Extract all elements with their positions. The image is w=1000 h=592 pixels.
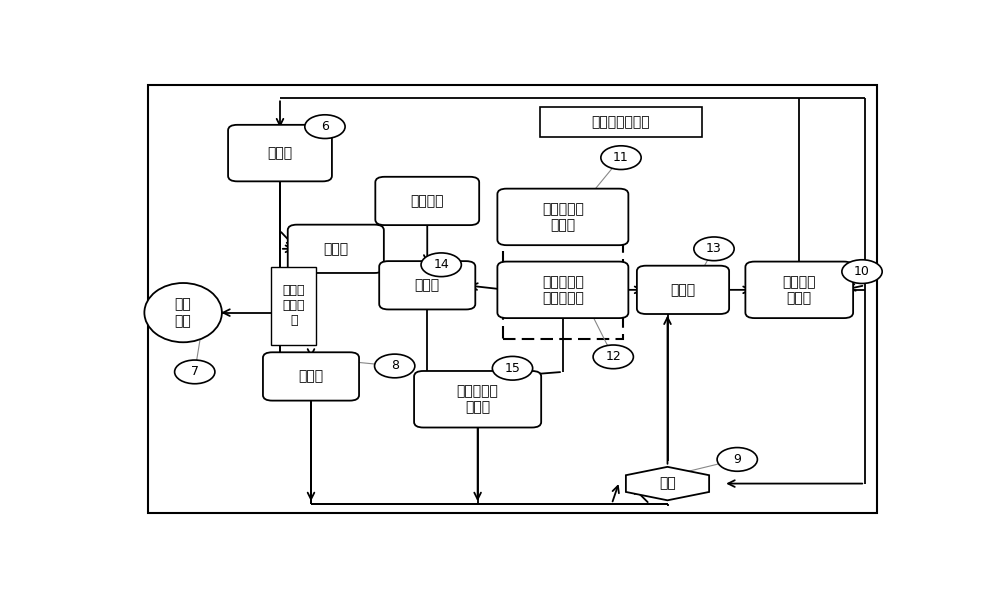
Text: 15: 15 bbox=[505, 362, 520, 375]
FancyBboxPatch shape bbox=[745, 262, 853, 318]
Text: 水泵: 水泵 bbox=[659, 477, 676, 491]
Text: 发动机: 发动机 bbox=[267, 146, 293, 160]
Circle shape bbox=[601, 146, 641, 169]
Text: 发动机舱热
量回收单元: 发动机舱热 量回收单元 bbox=[542, 275, 584, 305]
Text: 10: 10 bbox=[854, 265, 870, 278]
Text: 7: 7 bbox=[191, 365, 199, 378]
Circle shape bbox=[421, 253, 461, 276]
Text: 14: 14 bbox=[433, 258, 449, 271]
FancyBboxPatch shape bbox=[263, 352, 359, 401]
Circle shape bbox=[842, 260, 882, 284]
Text: 膨胀
水壶: 膨胀 水壶 bbox=[175, 298, 192, 328]
Ellipse shape bbox=[144, 283, 222, 342]
Text: 12: 12 bbox=[605, 350, 621, 363]
Text: 6: 6 bbox=[321, 120, 329, 133]
FancyBboxPatch shape bbox=[497, 262, 628, 318]
Text: 13: 13 bbox=[706, 242, 722, 255]
Circle shape bbox=[694, 237, 734, 260]
FancyBboxPatch shape bbox=[228, 125, 332, 181]
Circle shape bbox=[717, 448, 757, 471]
Text: 暖风系统热
交换器: 暖风系统热 交换器 bbox=[457, 384, 499, 414]
Circle shape bbox=[375, 354, 415, 378]
Circle shape bbox=[492, 356, 533, 380]
Circle shape bbox=[305, 115, 345, 139]
Text: 11: 11 bbox=[613, 151, 629, 164]
Text: 帕尔贴热交
换模块: 帕尔贴热交 换模块 bbox=[542, 202, 584, 232]
Text: 用户指令: 用户指令 bbox=[411, 194, 444, 208]
Circle shape bbox=[593, 345, 633, 369]
Polygon shape bbox=[626, 467, 709, 500]
Text: 散热器: 散热器 bbox=[298, 369, 324, 384]
Text: 低温冷却液介质: 低温冷却液介质 bbox=[592, 115, 650, 129]
FancyBboxPatch shape bbox=[637, 266, 729, 314]
FancyBboxPatch shape bbox=[271, 267, 316, 345]
FancyBboxPatch shape bbox=[414, 371, 541, 427]
Text: 集流阀: 集流阀 bbox=[415, 278, 440, 292]
Text: 单向阀: 单向阀 bbox=[670, 283, 696, 297]
FancyBboxPatch shape bbox=[375, 177, 479, 225]
Text: 8: 8 bbox=[391, 359, 399, 372]
FancyBboxPatch shape bbox=[540, 107, 702, 137]
Circle shape bbox=[175, 360, 215, 384]
Text: 电磁流量
分配阀: 电磁流量 分配阀 bbox=[782, 275, 816, 305]
Text: 调节阀: 调节阀 bbox=[323, 242, 348, 256]
Text: 高温冷
却液介
质: 高温冷 却液介 质 bbox=[283, 284, 305, 327]
Text: 9: 9 bbox=[733, 453, 741, 466]
FancyBboxPatch shape bbox=[379, 261, 475, 310]
FancyBboxPatch shape bbox=[288, 224, 384, 273]
FancyBboxPatch shape bbox=[497, 189, 628, 245]
